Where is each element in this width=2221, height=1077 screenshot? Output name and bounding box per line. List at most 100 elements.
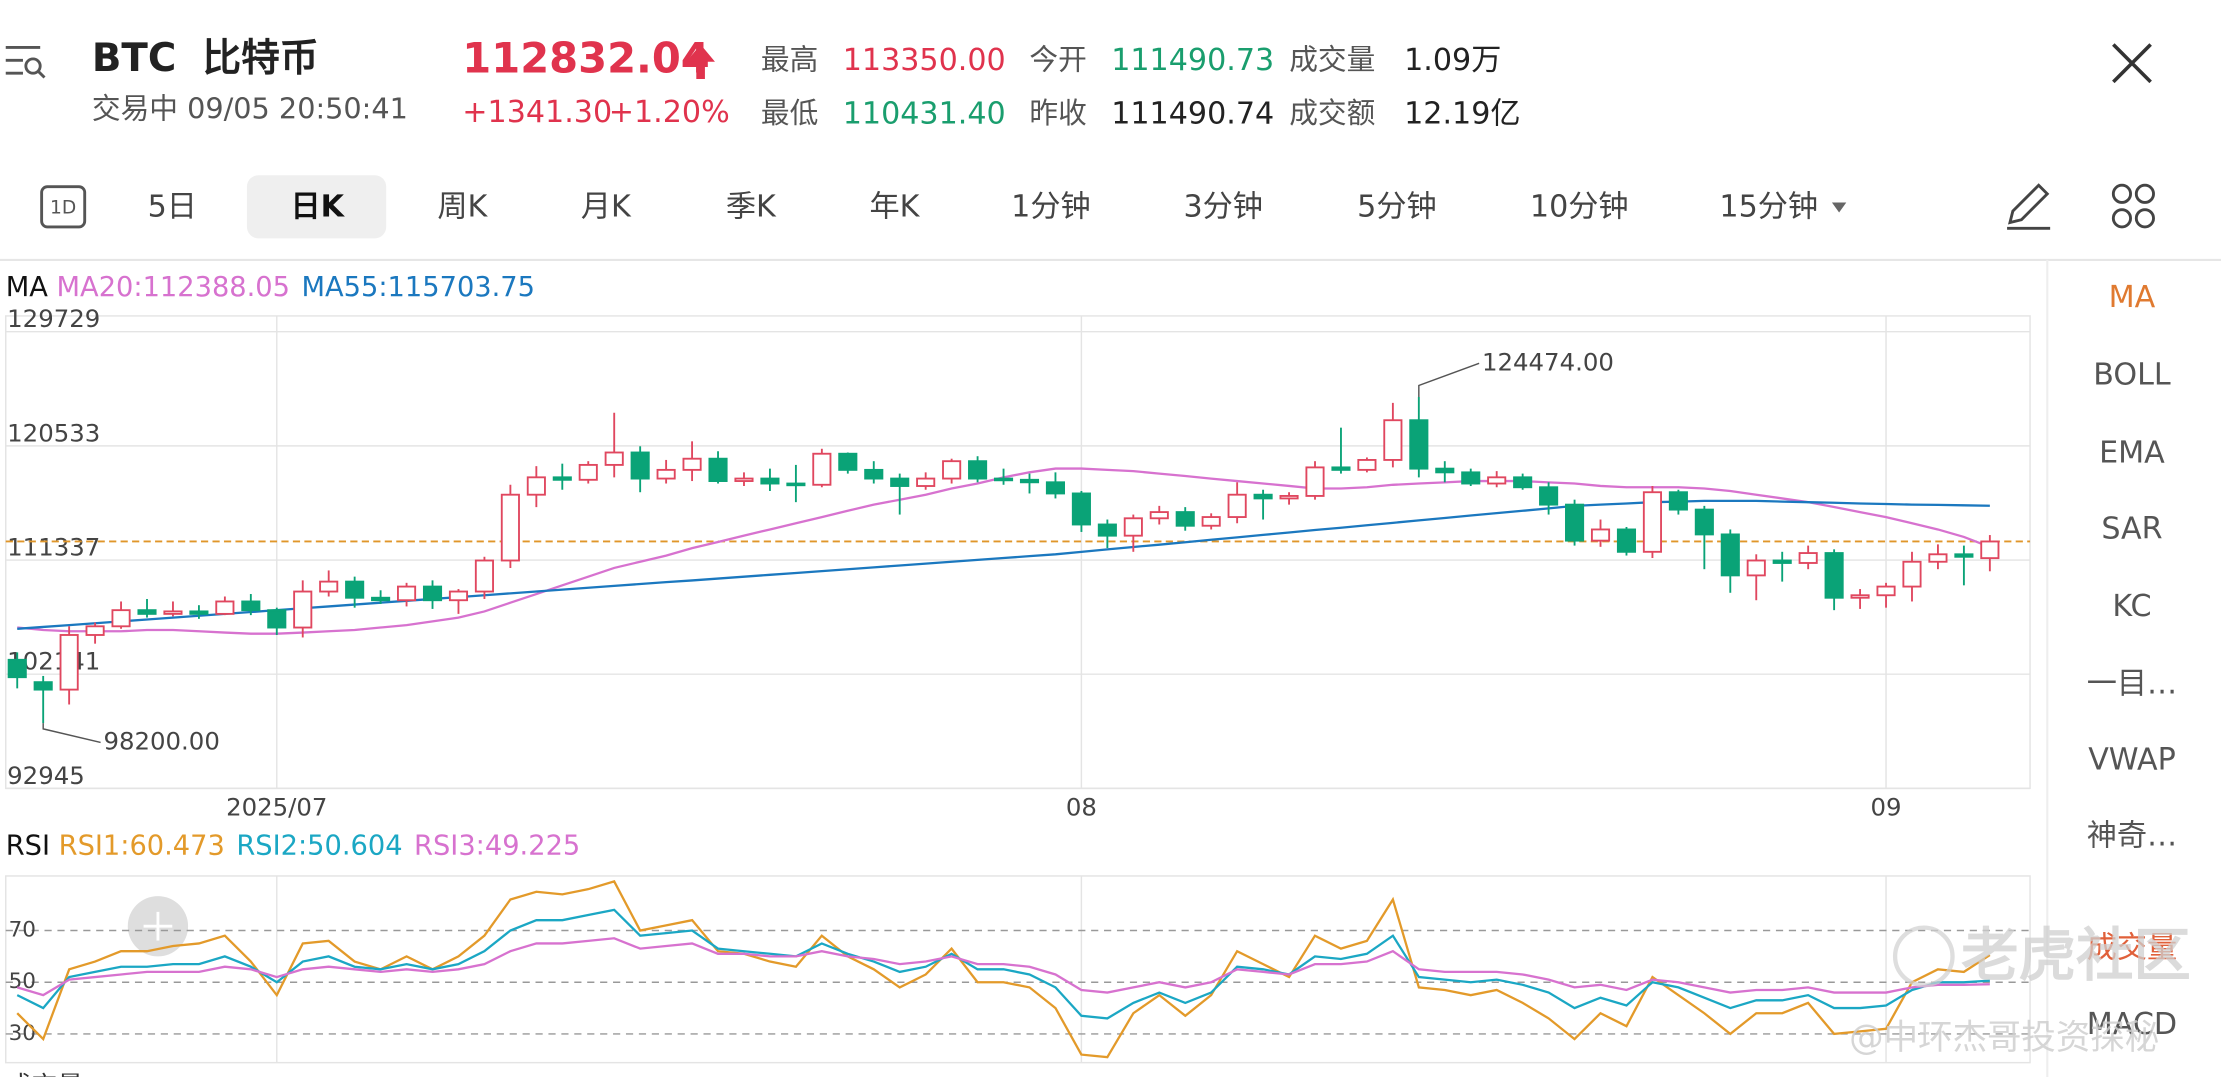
candle-body xyxy=(1590,528,1611,542)
side-menu-item[interactable]: VWAP xyxy=(2088,743,2176,778)
add-plus[interactable] xyxy=(143,911,173,941)
stat-value: 1.09万 xyxy=(1404,43,1501,78)
candle-body xyxy=(137,609,157,615)
side-menu-item[interactable]: MA xyxy=(2109,280,2156,315)
candle-body xyxy=(448,590,469,602)
candle-body xyxy=(1539,486,1559,506)
candle-body xyxy=(708,457,728,482)
candle-body xyxy=(1253,493,1273,500)
side-menu-item[interactable]: MACD xyxy=(2087,1007,2177,1042)
y-tick-label: 92945 xyxy=(7,761,85,790)
candle-body xyxy=(890,477,910,487)
tab[interactable]: 5分钟 xyxy=(1357,190,1436,225)
stat-label: 最低 xyxy=(761,96,818,130)
candle-body xyxy=(1746,559,1766,577)
y-tick-label: 120533 xyxy=(7,418,100,447)
candle-body xyxy=(1616,528,1637,553)
tab[interactable]: 日K xyxy=(291,190,346,225)
legend-entry: MA20:112388.05 xyxy=(57,272,290,303)
stat-label: 昨收 xyxy=(1029,96,1086,130)
candle-body xyxy=(993,477,1014,482)
y-tick-label: 111337 xyxy=(7,533,100,562)
candle-body xyxy=(1513,476,1533,489)
watermark-author: @中环杰哥投资探秘 xyxy=(1849,1018,2159,1058)
tab-icon-box[interactable] xyxy=(40,185,87,229)
candle-body xyxy=(215,600,235,615)
candle-body xyxy=(916,477,936,487)
candle-body xyxy=(1565,503,1585,542)
tab[interactable]: 5日 xyxy=(148,190,197,225)
tab-icon-label[interactable]: 1D xyxy=(50,198,76,219)
tab[interactable]: 年K xyxy=(869,190,920,225)
menu-icon[interactable] xyxy=(5,45,46,79)
candle-body xyxy=(526,476,546,496)
legend-entry: MA55:115703.75 xyxy=(302,272,535,303)
candle-body xyxy=(1435,467,1455,474)
close-button[interactable] xyxy=(2112,43,2152,84)
candle-body xyxy=(1461,471,1481,485)
side-menu-item[interactable]: 成交量 xyxy=(2087,931,2177,966)
candle-body xyxy=(397,585,417,602)
candle-body xyxy=(1694,508,1714,536)
side-menu-item[interactable]: BOLL xyxy=(2093,358,2171,393)
tab[interactable]: 季K xyxy=(726,190,777,225)
candle-body xyxy=(1175,511,1195,527)
tab[interactable]: 15分钟 xyxy=(1719,190,1818,225)
y-tick-label: 70 xyxy=(9,918,36,943)
tab[interactable]: 月K xyxy=(581,190,632,225)
candle-body xyxy=(7,658,27,679)
tab[interactable]: 周K xyxy=(437,190,488,225)
candle-body xyxy=(85,625,105,636)
candle-body xyxy=(1305,466,1325,497)
y-tick-label: 129729 xyxy=(7,304,100,333)
candle-body xyxy=(111,609,131,628)
layout-tool[interactable] xyxy=(2111,183,2155,229)
candle-body xyxy=(630,451,650,480)
candle-body xyxy=(1954,553,1974,558)
candle-body xyxy=(474,559,494,593)
side-menu-item[interactable]: SAR xyxy=(2101,511,2162,546)
x-tick-label: 08 xyxy=(1066,792,1097,821)
active-tab-bg xyxy=(246,175,387,239)
high-label: 124474.00 xyxy=(1482,347,1614,376)
candle-body xyxy=(1798,552,1818,564)
candle-body xyxy=(1980,540,2000,560)
legend-title: RSI xyxy=(6,831,50,862)
candle-body xyxy=(578,463,598,481)
side-menu-item[interactable]: 神奇… xyxy=(2087,819,2177,854)
candle-body xyxy=(345,580,365,599)
candle-body xyxy=(1928,553,1948,563)
x-tick-label: 2025/07 xyxy=(226,792,327,821)
price-change-pct: +1.20% xyxy=(609,95,730,130)
candle-body xyxy=(1876,585,1896,597)
dropdown-caret[interactable] xyxy=(1831,202,1847,213)
candle-body xyxy=(734,477,754,482)
candle-body xyxy=(838,452,858,471)
tab[interactable]: 3分钟 xyxy=(1183,190,1262,225)
candle-body xyxy=(1902,560,1922,588)
legend-entry: RSI2:50.604 xyxy=(236,831,402,862)
legend-title: MA xyxy=(6,272,49,303)
candle-body xyxy=(1824,552,1844,599)
candle-body xyxy=(552,476,572,481)
y-tick-label: 30 xyxy=(9,1021,36,1046)
rsi-line xyxy=(16,937,1990,997)
side-menu-item[interactable]: KC xyxy=(2112,589,2151,624)
ma-line xyxy=(17,499,1990,630)
candle-body xyxy=(656,468,676,480)
candle-body xyxy=(422,585,443,602)
stat-value: 113350.00 xyxy=(843,43,1006,78)
candle-body xyxy=(1383,419,1403,461)
draw-tool[interactable] xyxy=(2007,183,2051,230)
watermark-brand: 老虎社区 xyxy=(1961,922,2191,989)
side-menu-item[interactable]: EMA xyxy=(2099,435,2165,470)
low-leader xyxy=(42,723,101,744)
candle-body xyxy=(163,610,183,615)
tab[interactable]: 1分钟 xyxy=(1011,190,1090,225)
tab[interactable]: 10分钟 xyxy=(1530,190,1629,225)
candle-body xyxy=(968,460,988,480)
side-menu-item[interactable]: 一目… xyxy=(2087,666,2177,701)
up-arrow xyxy=(686,44,715,79)
